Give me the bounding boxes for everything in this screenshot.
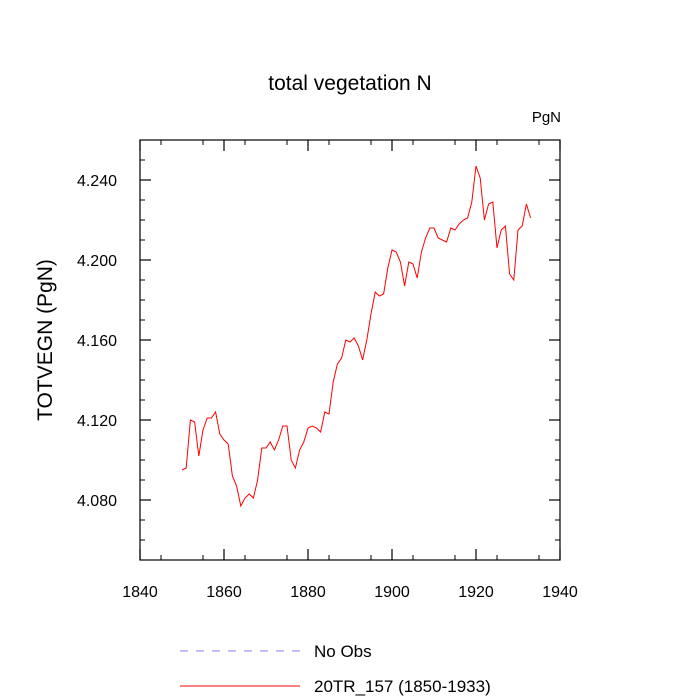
y-tick-label: 4.160 [77, 333, 117, 350]
series-group [181, 165, 532, 508]
y-tick-label: 4.080 [77, 493, 117, 510]
x-tick-label: 1840 [122, 584, 158, 601]
y-tick-labels: 4.080 4.120 4.160 4.200 4.240 [77, 173, 117, 510]
x-tick-label: 1940 [542, 584, 578, 601]
axis-ticks [139, 140, 561, 560]
y-tick-label: 4.240 [77, 173, 117, 190]
x-tick-label: 1920 [458, 584, 494, 601]
x-tick-label: 1860 [206, 584, 242, 601]
plot-frame [139, 139, 561, 561]
y-axis-label: TOTVEGN (PgN) [34, 259, 57, 421]
x-tick-label: 1880 [290, 584, 326, 601]
legend-label-no-obs: No Obs [314, 642, 372, 661]
legend-label-20tr-157: 20TR_157 (1850-1933) [314, 677, 491, 696]
y-tick-label: 4.120 [77, 413, 117, 430]
x-tick-labels: 1840 1860 1880 1900 1920 1940 [122, 584, 578, 601]
units-label: PgN [532, 109, 561, 126]
y-tick-label: 4.200 [77, 253, 117, 270]
x-tick-label: 1900 [374, 584, 410, 601]
series-line-20tr-157 [181, 165, 532, 508]
chart-title: total vegetation N [268, 72, 431, 95]
legend: No Obs 20TR_157 (1850-1933) [180, 642, 491, 696]
